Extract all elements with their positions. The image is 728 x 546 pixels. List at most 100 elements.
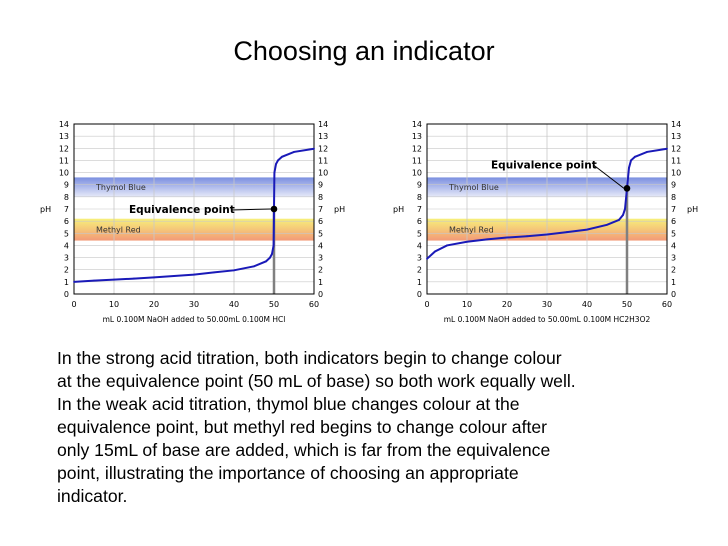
y-tick-label-left: 5 [64,229,69,238]
y-tick-label-left: 8 [64,193,69,202]
y-tick-label-left: 3 [64,254,69,263]
data-point [113,278,115,281]
y-tick-label-left: 1 [64,278,69,287]
data-point [273,171,276,174]
data-point [275,163,277,165]
plot-frame [426,123,668,295]
y-tick-label-left: 10 [59,169,69,178]
data-point [73,280,75,283]
x-tick-label: 60 [309,300,319,309]
data-point [624,208,626,210]
data-point [618,219,620,221]
y-tick-label-right: 6 [671,217,676,226]
x-tick-label: 30 [189,300,199,309]
thymol-blue-band-label: Thymol Blue [95,183,146,192]
equivalence-point-marker [623,185,631,192]
y-tick-label-right: 4 [318,241,323,250]
x-tick-label: 30 [542,300,552,309]
x-tick-label: 10 [109,300,119,309]
data-point [566,231,568,233]
y-tick-label-right: 13 [671,132,681,141]
y-axis-label-right: pH [687,205,698,214]
page-title: Choosing an indicator [233,36,495,66]
description-line: indicator. [57,486,128,506]
data-point [269,256,271,259]
x-tick-label: 40 [582,300,592,309]
equivalence-point-marker [270,205,278,213]
y-tick-label-right: 7 [318,205,323,214]
methyl-red-band-label: Methyl Red [449,226,494,235]
data-point [253,265,255,268]
data-point [213,271,215,274]
y-tick-label-right: 14 [318,120,328,129]
data-point [466,240,468,243]
data-point [293,151,295,153]
data-point [586,228,588,231]
y-tick-label-right: 8 [318,193,323,202]
y-tick-label-left: 0 [417,290,422,299]
data-point [153,276,155,279]
y-tick-label-left: 11 [412,156,422,165]
data-point [93,279,95,282]
y-axis-label-left: pH [393,205,404,214]
data-point [426,257,428,260]
y-tick-label-right: 3 [318,254,323,263]
data-point [628,166,630,169]
y-tick-label-left: 12 [412,144,422,153]
equivalence-point-label: Equivalence point [491,159,597,171]
y-tick-label-left: 7 [417,205,422,214]
data-point [133,277,135,280]
titration-curve [426,147,668,260]
y-tick-label-left: 1 [417,278,422,287]
data-point [486,238,488,241]
y-tick-label-right: 9 [671,181,676,190]
y-tick-label-right: 6 [318,217,323,226]
y-tick-label-right: 5 [671,229,676,238]
data-point [622,214,624,216]
y-axis-label-right: pH [334,205,345,214]
y-tick-label-left: 4 [417,241,422,250]
data-point [526,235,528,238]
y-tick-label-right: 9 [318,181,323,190]
y-tick-label-right: 1 [671,278,676,287]
x-tick-label: 20 [149,300,159,309]
x-tick-label: 40 [229,300,239,309]
x-tick-label: 0 [71,300,76,309]
data-point [634,155,636,158]
y-tick-label-right: 0 [671,290,676,299]
description-line: only 15mL of base are added, which is fa… [57,440,551,460]
y-tick-label-left: 6 [417,217,422,226]
data-point [265,260,267,263]
equivalence-pointer [593,164,625,189]
equivalence-pointer [231,208,272,211]
y-tick-label-left: 5 [417,229,422,238]
y-tick-label-left: 2 [417,266,422,275]
description-line: equivalence point, but methyl red begins… [57,417,548,437]
data-point [313,147,315,150]
x-tick-label: 10 [462,300,472,309]
y-tick-label-left: 14 [412,120,422,129]
y-tick-label-left: 3 [417,254,422,263]
x-tick-label: 50 [269,300,279,309]
thymol-blue-band-label: Thymol Blue [448,183,499,192]
x-axis-label: mL 0.100M NaOH added to 50.00mL 0.100M H… [444,315,651,324]
y-tick-label-right: 1 [318,278,323,287]
data-point [646,151,648,153]
y-tick-label-left: 2 [64,266,69,275]
y-tick-label-right: 14 [671,120,681,129]
y-tick-label-left: 9 [417,181,422,190]
y-tick-label-right: 11 [318,156,328,165]
data-point [233,269,235,272]
data-point [281,155,283,158]
data-point [434,250,436,253]
y-tick-label-right: 2 [318,266,323,275]
y-tick-label-left: 9 [64,181,69,190]
y-tick-label-left: 4 [64,241,69,250]
y-tick-label-right: 0 [318,290,323,299]
methyl-red-band-label: Methyl Red [96,226,141,235]
data-point [272,244,275,247]
y-tick-label-right: 10 [318,169,328,178]
y-tick-label-right: 3 [671,254,676,263]
x-tick-label: 60 [662,300,672,309]
